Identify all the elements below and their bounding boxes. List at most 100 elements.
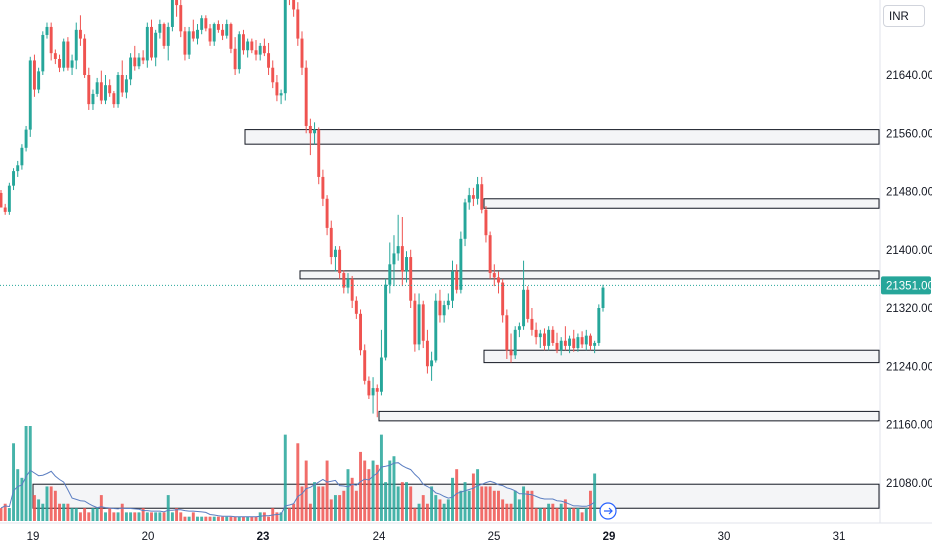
volume-bar bbox=[371, 460, 375, 521]
volume-bar bbox=[150, 512, 153, 521]
candle-body bbox=[254, 50, 258, 55]
candle-body bbox=[129, 57, 133, 80]
volume-bar bbox=[534, 508, 538, 521]
candle-body bbox=[480, 184, 484, 210]
candle-body bbox=[388, 264, 392, 285]
volume-bar bbox=[547, 503, 551, 521]
candle-body bbox=[463, 202, 467, 239]
volume-bar bbox=[329, 499, 333, 521]
price-axis-tick-label: 21080.00 bbox=[886, 478, 932, 490]
price-axis-tick-label: 21480.00 bbox=[886, 187, 932, 199]
candle-body bbox=[588, 335, 592, 346]
candle-body bbox=[74, 29, 78, 61]
candle-body bbox=[580, 337, 584, 345]
candle-body bbox=[24, 129, 28, 148]
candle-body bbox=[112, 93, 116, 105]
volume-bar bbox=[588, 490, 592, 521]
support-resistance-zone[interactable] bbox=[483, 349, 880, 364]
time-axis-tick-label: 29 bbox=[603, 531, 616, 543]
volume-bar bbox=[95, 508, 99, 521]
time-axis-tick-label: 24 bbox=[373, 531, 386, 543]
volume-bar bbox=[413, 508, 417, 521]
volume-bar bbox=[317, 486, 321, 521]
candle-body bbox=[104, 85, 107, 101]
candle-body bbox=[517, 326, 521, 330]
candle-body bbox=[62, 41, 66, 68]
candle-body bbox=[179, 5, 183, 32]
candle-body bbox=[78, 29, 82, 39]
candle-body bbox=[543, 333, 546, 346]
volume-bar bbox=[62, 503, 66, 521]
candle-body bbox=[471, 195, 475, 199]
candle-body bbox=[325, 198, 329, 228]
candle-body bbox=[66, 41, 70, 68]
candle-body bbox=[208, 28, 212, 42]
volume-bar bbox=[543, 508, 546, 521]
candle-body bbox=[584, 335, 588, 345]
candle-body bbox=[262, 45, 266, 54]
candle-body bbox=[32, 60, 36, 90]
candle-body bbox=[367, 380, 371, 396]
candle-body bbox=[20, 147, 24, 166]
candle-body bbox=[229, 24, 233, 49]
volume-bar bbox=[492, 490, 496, 521]
volume-bar bbox=[158, 512, 162, 521]
candle-body bbox=[484, 209, 488, 236]
candle-body bbox=[99, 82, 103, 101]
volume-bar bbox=[66, 503, 70, 521]
price-axis-tick-label: 21320.00 bbox=[886, 303, 932, 315]
time-axis-tick-label: 19 bbox=[27, 531, 40, 543]
candle-body bbox=[534, 329, 538, 338]
price-axis-tick-label: 21160.00 bbox=[886, 420, 932, 432]
candle-body bbox=[329, 227, 333, 258]
volume-bar bbox=[242, 516, 245, 521]
volume-bar bbox=[484, 486, 488, 521]
candle-body bbox=[409, 257, 413, 301]
currency-badge[interactable]: INR bbox=[883, 5, 925, 27]
candle-body bbox=[522, 289, 526, 327]
volume-bar bbox=[70, 508, 74, 521]
candle-body bbox=[597, 308, 601, 343]
volume-bar bbox=[233, 516, 237, 521]
support-resistance-zone[interactable] bbox=[244, 129, 880, 145]
volume-bar bbox=[354, 490, 358, 521]
candle-body bbox=[296, 9, 300, 39]
candle-body bbox=[237, 34, 241, 70]
candle-body bbox=[363, 350, 367, 381]
volume-bar bbox=[342, 490, 346, 521]
support-resistance-zone[interactable] bbox=[299, 270, 880, 280]
candle-body bbox=[421, 304, 425, 341]
volume-bar bbox=[45, 486, 49, 521]
volume-bar bbox=[20, 477, 24, 521]
candle-body bbox=[83, 38, 87, 75]
candle-body bbox=[166, 26, 170, 46]
candle-body bbox=[438, 300, 442, 316]
volume-bar bbox=[417, 503, 421, 521]
candle-body bbox=[572, 338, 576, 349]
candle-body bbox=[308, 125, 312, 134]
candle-body bbox=[417, 304, 421, 345]
candle-body bbox=[459, 238, 463, 290]
candle-body bbox=[455, 271, 459, 290]
candle-body bbox=[442, 305, 446, 316]
volume-bar bbox=[559, 503, 563, 521]
candle-body bbox=[95, 82, 99, 94]
volume-bar bbox=[28, 426, 32, 521]
candle-body bbox=[216, 24, 220, 30]
support-resistance-zone[interactable] bbox=[483, 198, 880, 209]
volume-bar bbox=[124, 512, 128, 521]
candle-body bbox=[3, 207, 7, 212]
volume-bar bbox=[434, 495, 438, 521]
volume-bar bbox=[438, 499, 442, 521]
volume-bar bbox=[246, 516, 250, 521]
volume-bar bbox=[137, 512, 141, 521]
arrow-right-circle-icon[interactable] bbox=[599, 502, 617, 520]
volume-bar bbox=[572, 508, 576, 521]
candle-body bbox=[488, 235, 492, 274]
volume-bar bbox=[430, 486, 434, 521]
volume-bar bbox=[300, 486, 304, 521]
support-resistance-zone[interactable] bbox=[378, 410, 880, 422]
volume-bar bbox=[421, 495, 425, 521]
